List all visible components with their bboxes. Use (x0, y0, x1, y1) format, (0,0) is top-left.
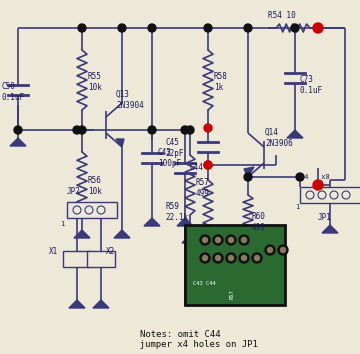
Polygon shape (114, 230, 130, 238)
Circle shape (252, 253, 262, 263)
Circle shape (239, 253, 249, 263)
Circle shape (226, 235, 236, 245)
Text: Q13
2N3904: Q13 2N3904 (116, 90, 144, 110)
Polygon shape (182, 235, 198, 243)
Circle shape (186, 126, 194, 134)
Circle shape (291, 24, 299, 32)
Text: JP2: JP2 (67, 188, 81, 196)
Circle shape (216, 256, 220, 261)
Text: X2: X2 (106, 247, 115, 257)
Bar (87, 251, 115, 267)
Text: Q14
2N3906: Q14 2N3906 (265, 128, 293, 148)
Text: R60
499: R60 499 (252, 212, 266, 232)
Text: 1: 1 (60, 221, 64, 227)
Circle shape (229, 238, 234, 242)
Circle shape (313, 180, 323, 190)
Circle shape (216, 238, 220, 242)
Text: C73
0.1uF: C73 0.1uF (300, 75, 323, 95)
Polygon shape (177, 218, 193, 226)
Text: C43 C44: C43 C44 (193, 281, 216, 286)
Text: R57
499: R57 499 (196, 178, 210, 198)
Text: R55
10k: R55 10k (88, 72, 102, 92)
Circle shape (296, 173, 304, 181)
Circle shape (244, 173, 252, 181)
Circle shape (244, 24, 252, 32)
Text: C44: C44 (190, 164, 204, 172)
Polygon shape (200, 258, 216, 266)
Circle shape (202, 238, 207, 242)
Circle shape (213, 235, 223, 245)
Text: R56
10k: R56 10k (88, 176, 102, 196)
Polygon shape (287, 130, 303, 138)
Circle shape (265, 245, 275, 255)
Text: Notes: omit C44
       jumper x4 holes on JP1: Notes: omit C44 jumper x4 holes on JP1 (102, 330, 258, 349)
Circle shape (229, 256, 234, 261)
Polygon shape (144, 218, 160, 226)
Circle shape (226, 253, 236, 263)
Text: R58
1k: R58 1k (214, 72, 228, 92)
Polygon shape (74, 230, 90, 238)
Circle shape (148, 24, 156, 32)
Circle shape (242, 256, 247, 261)
Bar (63, 251, 91, 267)
Text: 1: 1 (295, 204, 299, 210)
Circle shape (73, 126, 81, 134)
Circle shape (148, 126, 156, 134)
Text: R54 10: R54 10 (268, 11, 296, 21)
Circle shape (239, 235, 249, 245)
Circle shape (213, 253, 223, 263)
Polygon shape (116, 139, 124, 147)
Text: X1: X1 (49, 247, 58, 257)
Circle shape (204, 161, 212, 169)
Bar (185, 225, 285, 305)
Circle shape (204, 161, 212, 169)
Circle shape (313, 23, 323, 33)
Text: x4   x8: x4 x8 (300, 174, 330, 180)
Text: C50
0.1uF: C50 0.1uF (2, 82, 25, 102)
Circle shape (204, 124, 212, 132)
Polygon shape (244, 167, 254, 177)
Circle shape (242, 238, 247, 242)
Circle shape (278, 245, 288, 255)
Circle shape (78, 24, 86, 32)
Circle shape (267, 247, 273, 252)
Text: R59
22.1k: R59 22.1k (165, 202, 188, 222)
Circle shape (280, 247, 285, 252)
Circle shape (118, 24, 126, 32)
Polygon shape (10, 138, 26, 146)
Bar (67, 202, 117, 218)
Text: C43
100pF: C43 100pF (158, 148, 181, 168)
Text: C45
22pF: C45 22pF (165, 138, 184, 158)
Polygon shape (69, 300, 85, 308)
Circle shape (14, 126, 22, 134)
Circle shape (255, 256, 260, 261)
Polygon shape (93, 300, 109, 308)
Polygon shape (322, 225, 338, 233)
Circle shape (200, 253, 210, 263)
Circle shape (202, 256, 207, 261)
Polygon shape (240, 258, 256, 266)
Text: JP1: JP1 (318, 212, 332, 222)
Bar (300, 187, 360, 203)
Circle shape (78, 126, 86, 134)
Circle shape (181, 126, 189, 134)
Circle shape (204, 24, 212, 32)
Circle shape (200, 235, 210, 245)
Text: R57: R57 (230, 289, 235, 299)
